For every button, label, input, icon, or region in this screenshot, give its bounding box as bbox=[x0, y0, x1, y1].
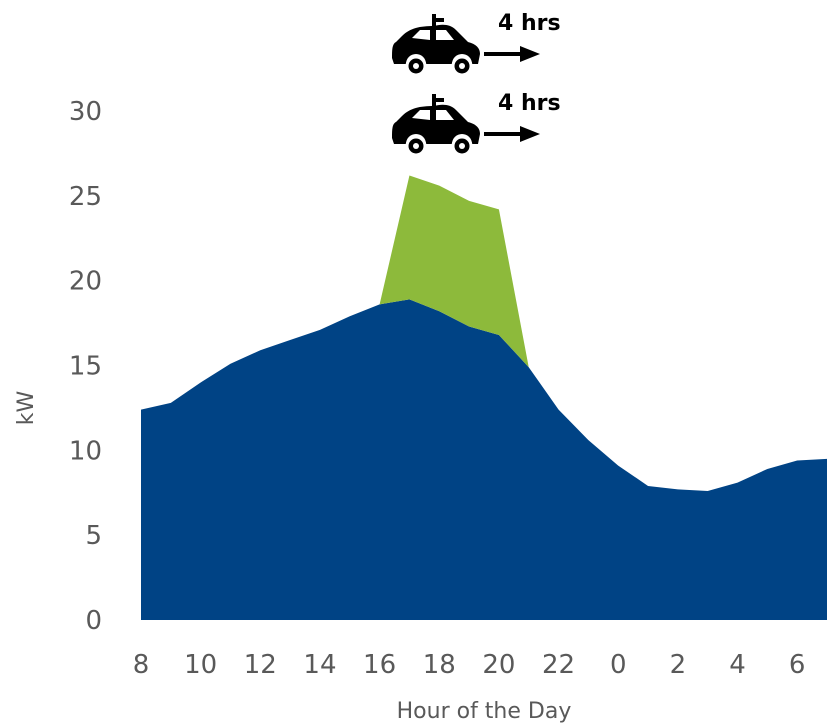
x-axis-title: Hour of the Day bbox=[397, 699, 572, 724]
y-tick-label: 10 bbox=[69, 436, 102, 466]
x-tick-labels: 8 10 12 14 16 18 20 22 0 2 4 6 bbox=[133, 650, 806, 680]
y-tick-labels: 0 5 10 15 20 25 30 bbox=[69, 97, 102, 636]
y-tick-label: 20 bbox=[69, 267, 102, 297]
y-axis-title: kW bbox=[14, 391, 39, 426]
y-tick-label: 5 bbox=[85, 521, 102, 551]
annotation-1-label: 4 hrs bbox=[498, 11, 561, 36]
x-tick-label: 22 bbox=[542, 650, 575, 680]
x-tick-label: 20 bbox=[482, 650, 515, 680]
x-tick-label: 14 bbox=[303, 650, 336, 680]
annotation-2-label: 4 hrs bbox=[498, 91, 561, 116]
x-tick-label: 12 bbox=[244, 650, 277, 680]
x-tick-label: 2 bbox=[670, 650, 687, 680]
x-tick-label: 4 bbox=[729, 650, 746, 680]
arrow-icon bbox=[484, 126, 540, 142]
arrow-icon bbox=[484, 46, 540, 62]
electric-car-icon bbox=[392, 14, 480, 77]
annotation-2: 4 hrs bbox=[392, 91, 561, 157]
y-tick-label: 25 bbox=[69, 182, 102, 212]
x-tick-label: 10 bbox=[184, 650, 217, 680]
x-tick-label: 6 bbox=[789, 650, 806, 680]
annotation-1: 4 hrs bbox=[392, 11, 561, 77]
x-tick-label: 0 bbox=[610, 650, 627, 680]
x-tick-label: 18 bbox=[423, 650, 456, 680]
area-series-2 bbox=[141, 175, 827, 492]
y-tick-label: 0 bbox=[85, 606, 102, 636]
x-tick-label: 8 bbox=[133, 650, 150, 680]
x-tick-label: 16 bbox=[363, 650, 396, 680]
y-tick-label: 30 bbox=[69, 97, 102, 127]
y-tick-label: 15 bbox=[69, 352, 102, 382]
electric-car-icon bbox=[392, 94, 480, 157]
area-series-1 bbox=[141, 299, 827, 620]
plot-areas bbox=[141, 175, 827, 620]
